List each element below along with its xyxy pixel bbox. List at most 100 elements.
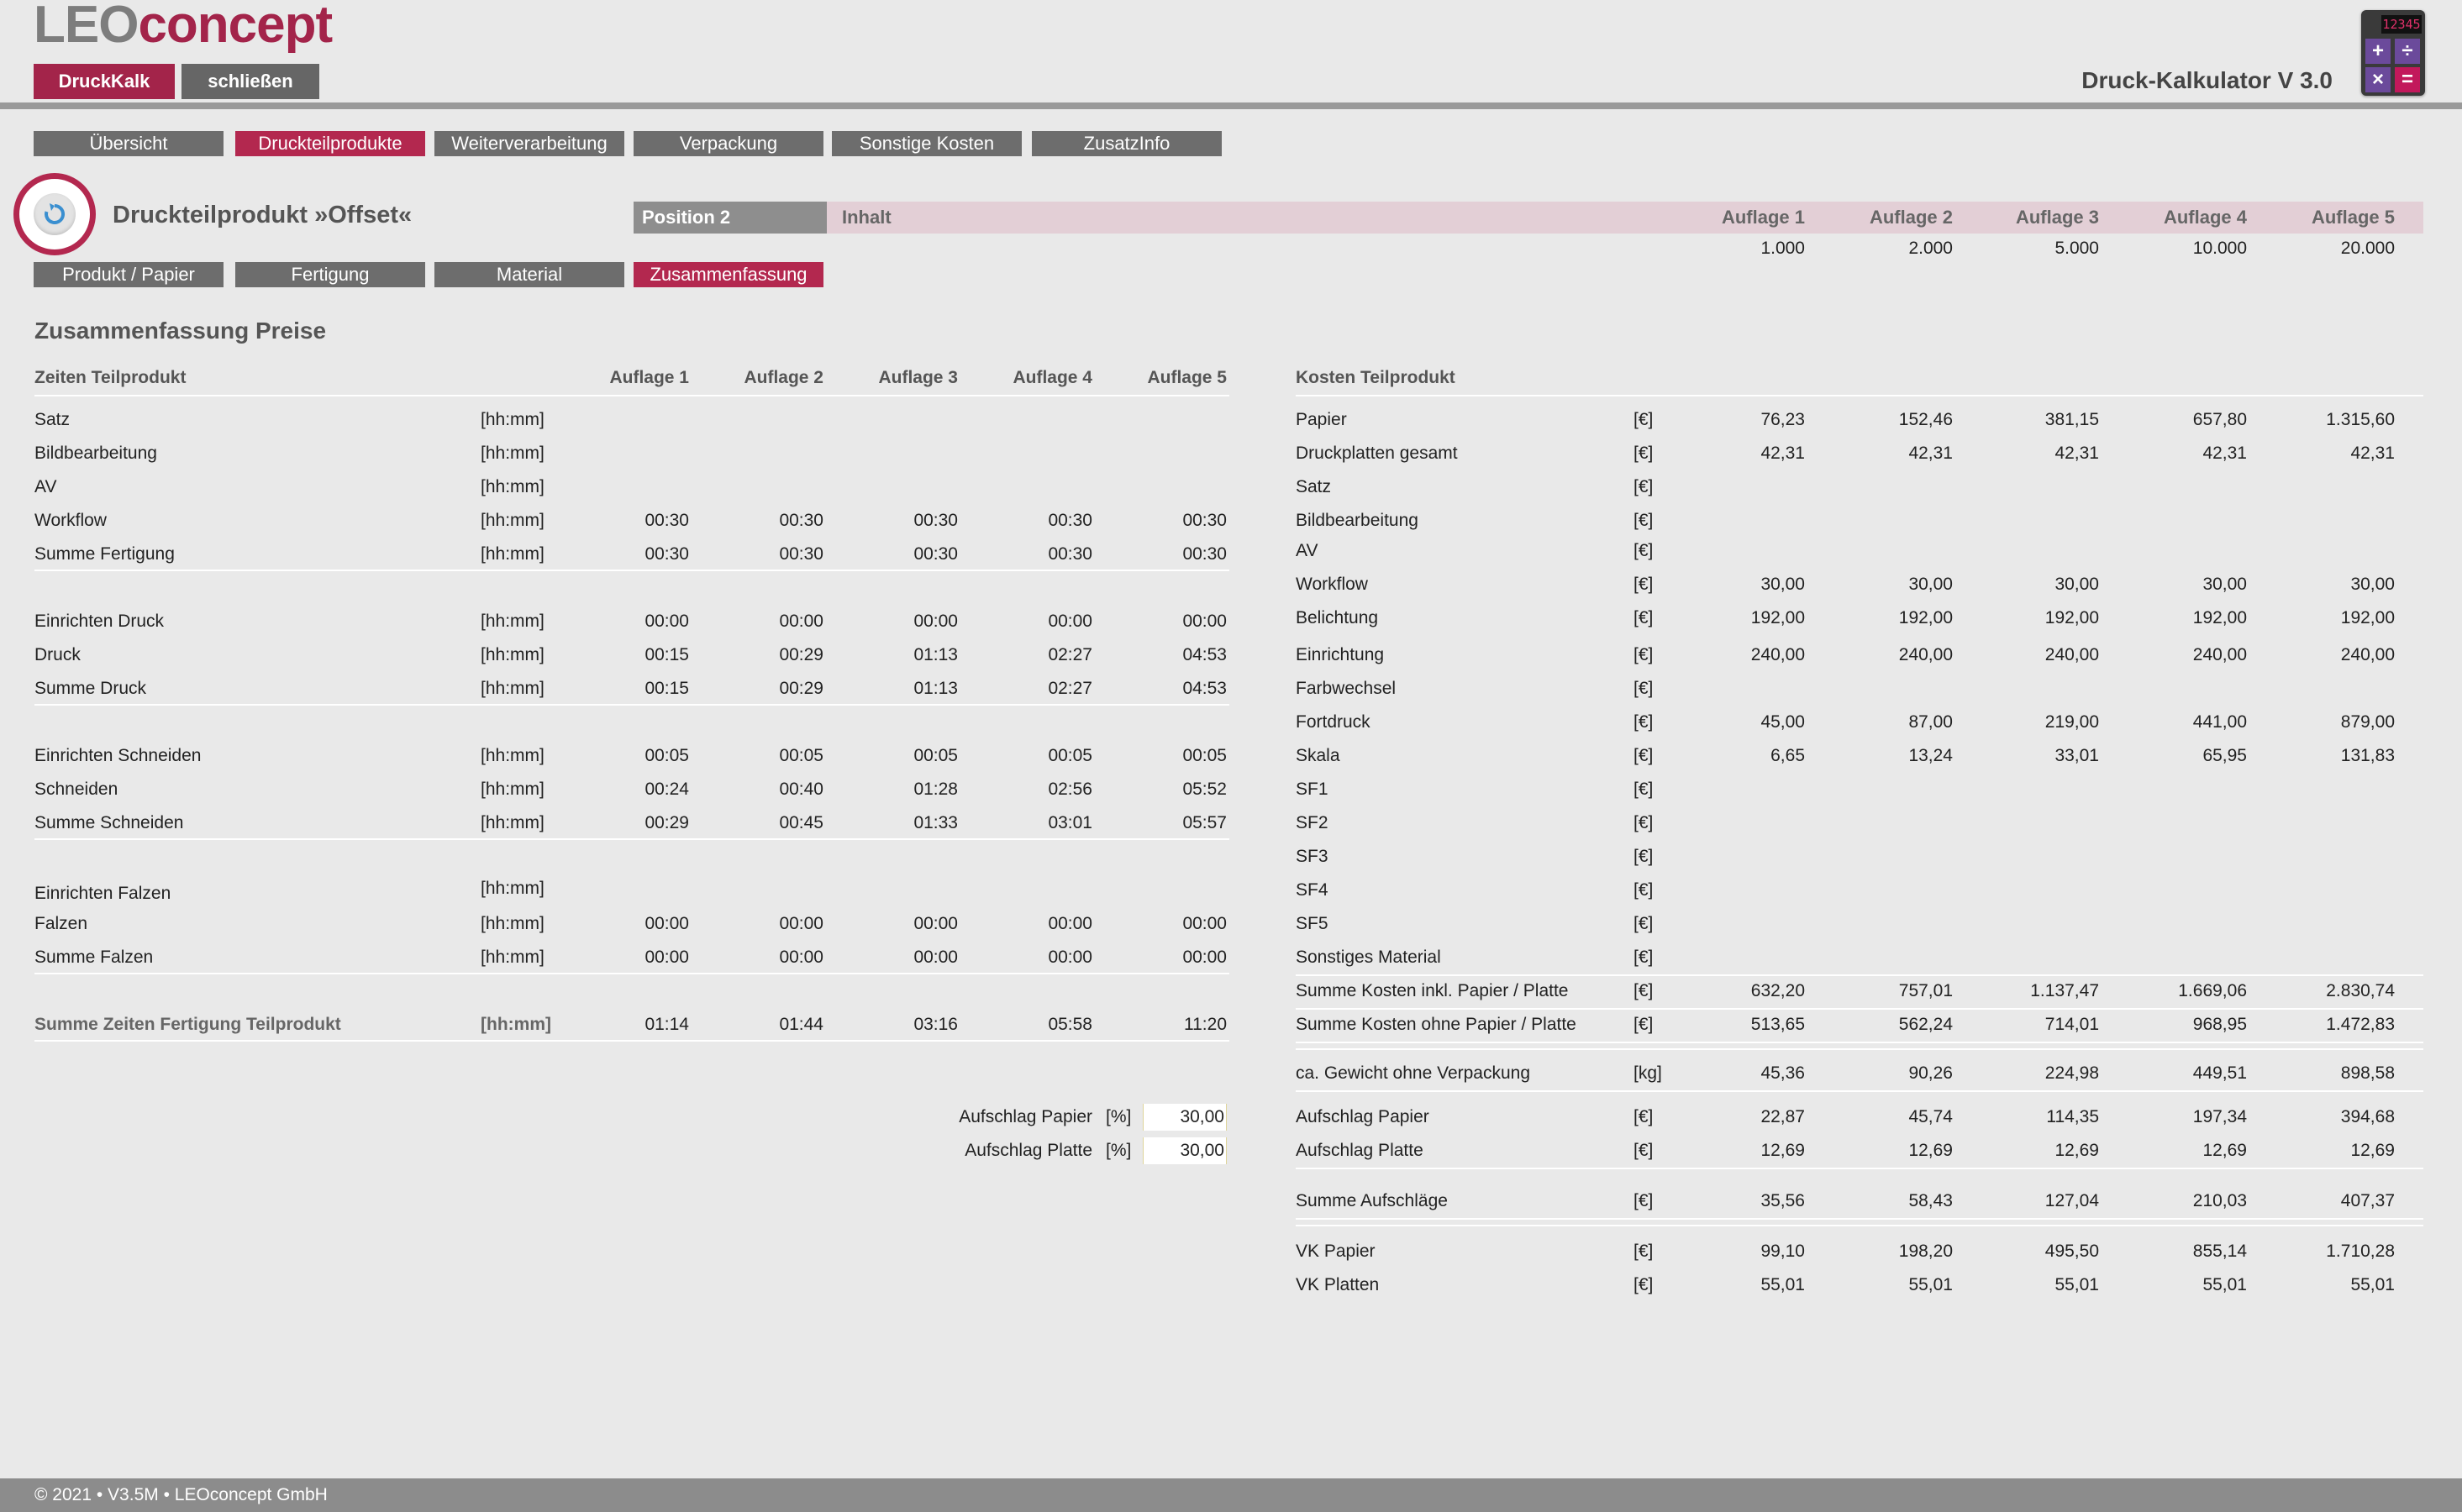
times-cell: 00:29 (644, 813, 689, 832)
row-divider (1296, 1168, 2423, 1169)
costs-header: Kosten Teilprodukt (1296, 368, 1455, 387)
app-logo: LEOconcept (34, 0, 333, 54)
subtab-material[interactable]: Material (434, 262, 624, 287)
cost-row-unit: [€] (1633, 981, 1654, 1000)
times-cell: 04:53 (1182, 679, 1227, 698)
cost-row-label: SF4 (1296, 880, 1328, 900)
cost-row-unit: [€] (1633, 948, 1654, 967)
cost-cell: 12,69 (1908, 1141, 1953, 1160)
costs-header-divider (1296, 395, 2423, 396)
cost-row-label: VK Papier (1296, 1242, 1376, 1261)
row-divider (1296, 974, 2423, 976)
cost-cell: 90,26 (1908, 1063, 1953, 1083)
druckkalk-button[interactable]: DruckKalk (34, 64, 175, 99)
cost-cell: 1.315,60 (2326, 410, 2395, 429)
cost-row-label: Workflow (1296, 575, 1368, 594)
tab-bersicht[interactable]: Übersicht (34, 131, 224, 156)
times-row-unit: [hh:mm] (481, 410, 544, 429)
times-row-unit: [hh:mm] (481, 813, 544, 832)
times-cell: 02:27 (1048, 679, 1092, 698)
times-cell: 00:30 (913, 511, 958, 530)
row-divider (34, 1040, 1229, 1042)
times-cell: 03:01 (1048, 813, 1092, 832)
times-row-unit: [hh:mm] (481, 746, 544, 765)
times-row-label: Falzen (34, 914, 88, 933)
tab-verpackung[interactable]: Verpackung (634, 131, 823, 156)
row-divider (1296, 1218, 2423, 1220)
cost-cell: 2.830,74 (2326, 981, 2395, 1000)
times-cell: 00:00 (644, 948, 689, 967)
cost-cell: 714,01 (2044, 1015, 2099, 1034)
aufschlag-input-field[interactable]: 30,00 (1143, 1137, 1227, 1164)
cost-cell: 407,37 (2340, 1191, 2395, 1210)
times-col-header-1: Auflage 1 (609, 368, 689, 387)
times-col-header-4: Auflage 4 (1013, 368, 1092, 387)
cost-cell: 152,46 (1898, 410, 1953, 429)
times-cell: 01:13 (913, 679, 958, 698)
tab-weiterverarbeitung[interactable]: Weiterverarbeitung (434, 131, 624, 156)
cost-row-label: SF1 (1296, 780, 1328, 799)
times-cell: 00:00 (1048, 612, 1092, 631)
aufschlag-input-label: Aufschlag Papier (959, 1107, 1092, 1126)
times-row-unit: [hh:mm] (481, 444, 544, 463)
times-row-label: AV (34, 477, 57, 496)
cost-row-unit: [€] (1633, 410, 1654, 429)
times-cell: 00:40 (779, 780, 823, 799)
cost-row-label: SF3 (1296, 847, 1328, 866)
close-button[interactable]: schließen (181, 64, 319, 99)
tab-druckteilprodukte[interactable]: Druckteilprodukte (235, 131, 425, 156)
aufschlag-input-field[interactable]: 30,00 (1143, 1104, 1227, 1131)
cost-cell: 240,00 (1750, 645, 1805, 664)
cost-row-unit: [€] (1633, 575, 1654, 594)
tab-sonstige-kosten[interactable]: Sonstige Kosten (832, 131, 1022, 156)
cost-cell: 42,31 (1760, 444, 1805, 463)
undo-icon (34, 193, 76, 235)
cost-cell: 240,00 (1898, 645, 1953, 664)
cost-row-label: SF2 (1296, 813, 1328, 832)
aufschlag-input-unit: [%] (1106, 1141, 1132, 1160)
times-cell: 00:00 (644, 612, 689, 631)
cost-row-label: Summe Kosten ohne Papier / Platte (1296, 1015, 1576, 1034)
cost-row-label: Fortdruck (1296, 712, 1370, 732)
times-cell: 00:05 (1048, 746, 1092, 765)
cost-cell: 240,00 (2044, 645, 2099, 664)
row-divider (34, 704, 1229, 706)
times-cell: 00:00 (1182, 948, 1227, 967)
header-divider (0, 102, 2462, 109)
times-cell: 01:28 (913, 780, 958, 799)
cost-row-label: Skala (1296, 746, 1340, 765)
times-row-unit: [hh:mm] (481, 544, 544, 564)
subtab-fertigung[interactable]: Fertigung (235, 262, 425, 287)
cost-cell: 42,31 (1908, 444, 1953, 463)
cost-row-label: Bildbearbeitung (1296, 511, 1418, 530)
times-cell: 00:00 (779, 948, 823, 967)
cost-cell: 197,34 (2192, 1107, 2247, 1126)
times-row-label: Einrichten Druck (34, 612, 165, 631)
cost-row-label: SF5 (1296, 914, 1328, 933)
footer: © 2021 • V3.5M • LEOconcept GmbH (0, 1478, 2462, 1512)
cost-cell: 55,01 (1760, 1275, 1805, 1294)
tab-zusatzinfo[interactable]: ZusatzInfo (1032, 131, 1222, 156)
cost-cell: 76,23 (1760, 410, 1805, 429)
cost-row-label: Summe Kosten inkl. Papier / Platte (1296, 981, 1569, 1000)
times-row-label: Satz (34, 410, 71, 429)
cost-cell: 12,69 (2202, 1141, 2247, 1160)
cost-cell: 30,00 (2350, 575, 2395, 594)
subtab-produkt-papier[interactable]: Produkt / Papier (34, 262, 224, 287)
cost-row-unit: [€] (1633, 813, 1654, 832)
app-title: Druck-Kalkulator V 3.0 (2081, 67, 2333, 93)
cost-cell: 1.137,47 (2030, 981, 2099, 1000)
times-cell: 01:44 (779, 1015, 823, 1034)
times-cell: 02:56 (1048, 780, 1092, 799)
back-button[interactable] (13, 173, 96, 255)
cost-cell: 30,00 (2054, 575, 2099, 594)
times-row-unit: [hh:mm] (481, 679, 544, 698)
auflage-header-3: Auflage 3 (2015, 207, 2099, 228)
times-row-unit: [hh:mm] (481, 780, 544, 799)
auflage-value-2: 2.000 (1908, 239, 1953, 258)
cost-cell: 12,69 (2054, 1141, 2099, 1160)
cost-cell: 30,00 (1908, 575, 1953, 594)
subtab-zusammenfassung[interactable]: Zusammenfassung (634, 262, 823, 287)
times-cell: 01:13 (913, 645, 958, 664)
times-col-header-3: Auflage 3 (878, 368, 958, 387)
